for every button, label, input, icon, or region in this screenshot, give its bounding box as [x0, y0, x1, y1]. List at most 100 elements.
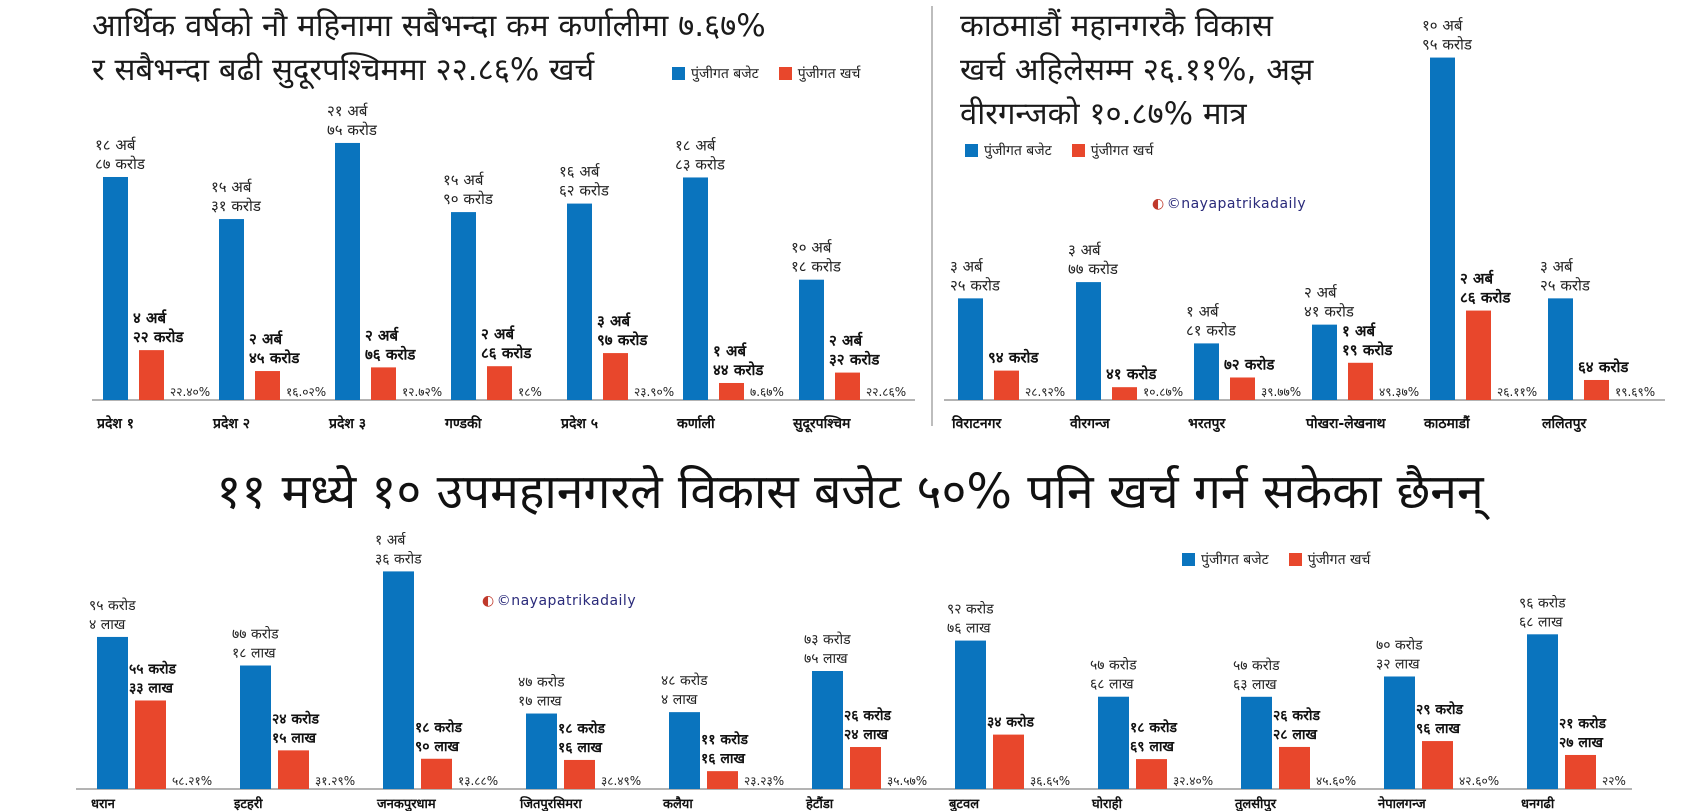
legend-swatch-expense	[1071, 144, 1085, 157]
top-left-title: आर्थिक वर्षको नौ महिनामा सबैभन्दा कम कर्…	[92, 4, 766, 92]
legend-label-budget: पुंजीगत बजेट	[691, 66, 759, 82]
data-label-expense: १८ करोड	[558, 720, 606, 737]
legend-item-expense: पुंजीगत खर्च	[1288, 550, 1371, 569]
bottom-title: ११ मध्ये १० उपमहानगरले विकास बजेट ५०% पन…	[216, 464, 1484, 520]
data-label-budget: ४८ करोड	[661, 672, 708, 689]
category-label: तुलसीपुर	[1234, 796, 1277, 811]
data-label-budget: ७० करोड	[1376, 636, 1423, 653]
bar-expense	[1136, 759, 1167, 789]
data-label-expense: ११ करोड	[701, 731, 749, 748]
legend-label-expense: पुंजीगत खर्च	[1307, 552, 1371, 568]
data-label-expense: १८ करोड	[415, 719, 463, 736]
bar-budget	[1548, 298, 1573, 400]
bar-budget	[240, 665, 271, 789]
category-label: कर्णाली	[676, 415, 716, 432]
bar-expense	[1565, 754, 1596, 789]
data-label-budget: २५ करोड	[1540, 276, 1591, 294]
bar-budget	[799, 279, 824, 400]
bar-budget	[1076, 282, 1101, 400]
data-label-expense: ९० लाख	[415, 739, 460, 755]
bar-budget	[1430, 57, 1455, 401]
data-label-expense: ४५ करोड	[249, 349, 300, 367]
data-label-expense: ९६ लाख	[1416, 721, 1461, 737]
legend-swatch-budget	[672, 67, 685, 80]
category-label: विराटनगर	[951, 415, 1002, 432]
data-label-expense: १५ लाख	[272, 730, 317, 746]
bar-expense	[603, 353, 628, 400]
category-label: प्रदेश ५	[560, 415, 598, 432]
data-label-budget: ८७ करोड	[95, 155, 146, 173]
top-left-title-line2: र सबैभन्दा बढी सुदूरपश्चिममा २२.८६% खर्च	[92, 52, 595, 88]
bar-budget	[1527, 634, 1558, 789]
bar-budget	[97, 636, 128, 789]
data-label-budget: ६३ लाख	[1233, 677, 1277, 693]
data-label-expense: २८ लाख	[1273, 727, 1318, 743]
data-label-budget: ४ लाख	[661, 692, 698, 708]
category-label: नेपालगन्ज	[1377, 796, 1427, 811]
category-label: धरान	[91, 797, 116, 811]
category-label: गण्डकी	[444, 415, 483, 432]
data-label-budget: ८३ करोड	[675, 155, 726, 173]
bar-expense	[371, 367, 396, 400]
data-label-expense: १६ लाख	[558, 740, 603, 756]
data-label-budget: ४ लाख	[89, 617, 126, 633]
top-right-title-line1: काठमाडौं महानगरकै विकास	[960, 8, 1273, 44]
percentage-label: ३८.४९%	[601, 774, 641, 788]
bar-expense	[835, 372, 860, 400]
data-label-budget: ३ अर्ब	[950, 257, 984, 275]
data-label-budget: १५ अर्ब	[443, 171, 484, 189]
percentage-label: ३६.६५%	[1030, 774, 1070, 788]
data-label-budget: ४७ करोड	[518, 674, 565, 691]
data-label-expense: २ अर्ब	[829, 332, 863, 350]
data-label-budget: १८ लाख	[232, 646, 276, 662]
percentage-label: ३५.५७%	[887, 774, 927, 788]
top-right-title-line2: खर्च अहिलेसम्म २६.११%, अझ	[960, 52, 1314, 88]
bar-expense	[487, 366, 512, 400]
percentage-label: १८%	[518, 385, 542, 399]
percentage-label: १९.६९%	[1615, 385, 1655, 399]
bar-budget	[669, 712, 700, 789]
percentage-label: ५८.२१%	[172, 774, 212, 788]
bar-expense	[139, 350, 164, 400]
data-label-expense: १९ करोड	[1342, 341, 1393, 359]
bar-expense	[1279, 746, 1310, 789]
bar-expense	[135, 700, 166, 789]
watermark-text: ©nayapatrikadaily	[496, 593, 637, 609]
category-label: कलैया	[662, 796, 693, 811]
bar-expense	[278, 750, 309, 789]
data-label-expense: २९ करोड	[1416, 701, 1464, 718]
bar-expense	[994, 370, 1019, 400]
percentage-label: २३.९०%	[634, 385, 674, 399]
data-label-budget: ५७ करोड	[1090, 657, 1137, 674]
bar-expense	[1230, 377, 1255, 400]
legend-swatch-budget	[965, 144, 978, 157]
logo-icon: ◐	[482, 593, 495, 609]
data-label-budget: १८ करोड	[791, 258, 842, 276]
legend-swatch-expense	[778, 67, 792, 80]
data-label-expense: २ अर्ब	[249, 330, 283, 348]
legend-item-budget: पुंजीगत बजेट	[965, 141, 1052, 160]
bar-budget	[335, 142, 360, 401]
percentage-label: ४९.३७%	[1379, 385, 1419, 399]
bar-budget	[955, 640, 986, 789]
bar-budget	[683, 177, 708, 400]
bar-budget	[103, 176, 128, 400]
data-label-budget: १५ अर्ब	[211, 178, 252, 196]
legend-label-expense: पुंजीगत खर्च	[797, 66, 861, 82]
percentage-label: ३९.७७%	[1261, 385, 1301, 399]
percentage-label: २२.४०%	[170, 385, 210, 399]
percentage-label: २२%	[1602, 774, 1626, 788]
data-label-budget: १० अर्ब	[1422, 17, 1463, 35]
bar-expense	[564, 759, 595, 789]
data-label-budget: ३१ करोड	[211, 197, 262, 215]
percentage-label: ४५.६०%	[1316, 774, 1356, 788]
bar-budget	[383, 571, 414, 789]
data-label-budget: ७७ करोड	[232, 626, 279, 643]
data-label-expense: ६९ लाख	[1130, 739, 1175, 755]
bar-expense	[719, 382, 744, 400]
category-label: हेटौंडा	[805, 796, 834, 811]
category-label: प्रदेश १	[96, 415, 134, 432]
category-label: जितपुरसिमरा	[519, 796, 582, 811]
data-label-expense: ९७ करोड	[597, 331, 648, 349]
